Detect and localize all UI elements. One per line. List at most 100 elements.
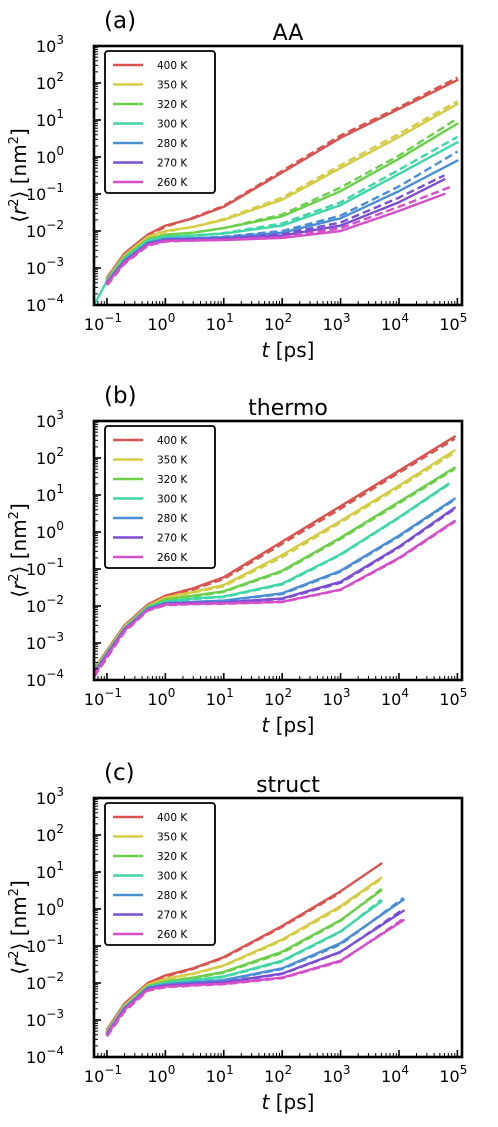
y-tick-label: 103 (36, 785, 64, 808)
y-tick-label: 103 (36, 408, 64, 431)
y-tick-label: 102 (36, 445, 64, 468)
axis-ticks: 10−1 100 101 102 103 104 105 10−4 10−3 10−2 10−1 10… (26, 33, 467, 334)
x-tick-label: 100 (147, 1063, 175, 1086)
x-axis-label: t [ps] (262, 338, 315, 362)
x-axis-label: t [ps] (262, 1090, 315, 1114)
x-tick-label: 100 (147, 686, 175, 709)
y-tick-label: 10−1 (26, 933, 64, 956)
legend-label: 260 K (157, 929, 188, 941)
series-line-dashed-260K (106, 185, 453, 287)
series-line-dashed-260K (94, 520, 456, 678)
chart-title: AA (273, 21, 304, 46)
x-tick-label: 105 (439, 686, 467, 709)
x-tick-label: 103 (323, 311, 351, 334)
x-tick-label: 101 (206, 311, 234, 334)
legend-label: 270 K (157, 158, 188, 170)
series-line-dashed-350K (106, 100, 458, 282)
x-tick-label: 104 (381, 686, 409, 709)
legend-label: 320 K (157, 99, 188, 111)
legend-label: 280 K (157, 890, 188, 902)
legend-label: 350 K (157, 80, 188, 92)
chart-title: thermo (248, 396, 328, 421)
y-tick-label: 102 (36, 822, 64, 845)
y-tick-label: 10−3 (26, 1007, 64, 1030)
y-axis-label: ⟨r2⟩ [nm2] (7, 128, 31, 223)
series-line-dashed-400K (94, 437, 456, 672)
y-tick-label: 10−3 (26, 630, 64, 653)
y-tick-label: 10−4 (26, 667, 64, 690)
y-tick-label: 10−4 (26, 292, 64, 315)
x-tick-label: 103 (323, 686, 351, 709)
plot-frame (92, 796, 464, 1059)
y-tick-label: 101 (36, 482, 64, 505)
legend-label: 400 K (157, 435, 188, 447)
legend-label: 300 K (157, 119, 188, 131)
legend-label: 280 K (157, 138, 188, 150)
x-tick-label: 10−1 (84, 686, 122, 709)
x-tick-label: 102 (264, 686, 292, 709)
legend: 400 K 350 K 320 K 300 K 280 K 270 K 260 K (104, 425, 216, 569)
legend-label: 260 K (157, 552, 188, 564)
x-tick-label: 104 (381, 1063, 409, 1086)
y-axis-label: ⟨r2⟩ [nm2] (7, 880, 31, 975)
panel-label: (b) (104, 383, 137, 409)
x-tick-label: 105 (439, 311, 467, 334)
legend: 400 K 350 K 320 K 300 K 280 K 270 K 260 K (104, 802, 216, 946)
legend-label: 350 K (157, 455, 188, 467)
chart-title: struct (256, 773, 320, 798)
chart-svg: (b) thermo 10−1 100 101 102 103 104 105 10−4 10−3 1… (7, 383, 467, 737)
legend-label: 260 K (157, 177, 188, 189)
axis-ticks: 10−1 100 101 102 103 104 105 10−4 10−3 10−2 10−1 10… (26, 785, 467, 1086)
y-axis-label: ⟨r2⟩ [nm2] (7, 503, 31, 598)
plot-area (105, 862, 405, 1038)
x-tick-label: 10−1 (84, 311, 122, 334)
panel-label: (a) (104, 8, 136, 34)
y-tick-label: 10−2 (26, 970, 64, 993)
x-tick-label: 104 (381, 311, 409, 334)
legend-label: 300 K (157, 494, 188, 506)
plot-area (94, 76, 459, 305)
y-tick-label: 100 (36, 144, 64, 167)
y-tick-label: 10−2 (26, 593, 64, 616)
y-tick-label: 10−1 (26, 556, 64, 579)
series-line-dashed-300K (94, 483, 449, 675)
legend-label: 270 K (157, 910, 188, 922)
y-tick-label: 103 (36, 33, 64, 56)
panel-thermo: (b) thermo 10−1 100 101 102 103 104 105 10−4 10−3 1… (0, 375, 498, 750)
y-tick-label: 10−3 (26, 255, 64, 278)
x-axis-label: t [ps] (262, 713, 315, 737)
x-tick-label: 102 (264, 1063, 292, 1086)
y-tick-label: 100 (36, 519, 64, 542)
x-tick-label: 100 (147, 311, 175, 334)
legend-label: 270 K (157, 533, 188, 545)
plot-frame (92, 44, 464, 307)
legend-label: 320 K (157, 851, 188, 863)
y-tick-label: 101 (36, 107, 64, 130)
legend-label: 280 K (157, 513, 188, 525)
series-line-dashed-400K (106, 76, 458, 282)
x-tick-label: 103 (323, 1063, 351, 1086)
y-tick-label: 100 (36, 896, 64, 919)
x-tick-label: 101 (206, 1063, 234, 1086)
x-tick-label: 10−1 (84, 1063, 122, 1086)
legend-box (104, 802, 216, 946)
x-tick-label: 105 (439, 1063, 467, 1086)
series-line-dashed-350K (94, 451, 456, 673)
legend-label: 300 K (157, 871, 188, 883)
x-tick-label: 102 (264, 311, 292, 334)
y-tick-label: 10−4 (26, 1044, 64, 1067)
legend-box (104, 50, 216, 194)
series-line-dashed-320K (94, 468, 456, 674)
panel-struct: (c) struct 10−1 100 101 102 103 104 105 10−4 10−3 1… (0, 752, 498, 1127)
plot-area (94, 435, 456, 678)
plot-frame (92, 419, 464, 682)
panel-aa: (a) AA 10−1 100 101 102 103 104 105 10−4 10−3 10−2 1… (0, 0, 498, 375)
legend-label: 320 K (157, 474, 188, 486)
panel-label: (c) (104, 760, 135, 786)
series-line-dashed-260K (106, 917, 405, 1038)
legend-box (104, 425, 216, 569)
legend-label: 400 K (157, 60, 188, 72)
